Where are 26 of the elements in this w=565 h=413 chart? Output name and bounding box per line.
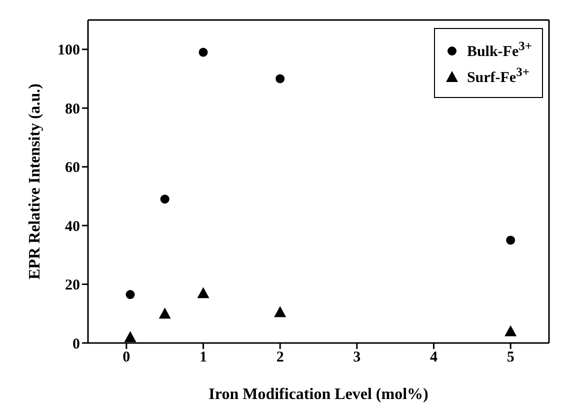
x-tick-label: 3	[353, 350, 361, 366]
x-tick-label: 0	[122, 350, 130, 366]
point	[197, 287, 210, 298]
point	[276, 74, 285, 84]
point	[506, 236, 516, 245]
point	[504, 325, 517, 336]
point	[158, 308, 171, 319]
point	[160, 194, 170, 204]
x-tick-label: 4	[430, 350, 438, 366]
x-tick-label: 1	[200, 350, 207, 366]
point	[198, 48, 208, 57]
legend-label: Surf-Fe$^{3+}$	[466, 65, 530, 87]
x-tick-label: 2	[276, 350, 284, 366]
y-tick-label: 0	[72, 336, 80, 352]
y-tick-label: 60	[65, 160, 80, 176]
y-axis-title: EPR Relative Intensity (a.u.)	[26, 84, 44, 280]
x-tick-label: 5	[506, 350, 514, 366]
legend-label: Bulk-Fe$^{3+}$	[466, 39, 532, 61]
point	[274, 306, 286, 318]
point	[126, 290, 135, 300]
y-tick-label: 40	[65, 218, 80, 235]
point	[124, 331, 136, 342]
x-axis-title: Iron Modification Level (mol%)	[208, 386, 428, 403]
y-tick-label: 100	[58, 42, 80, 59]
y-tick-label: 20	[65, 278, 80, 294]
y-tick-label: 80	[65, 101, 80, 118]
